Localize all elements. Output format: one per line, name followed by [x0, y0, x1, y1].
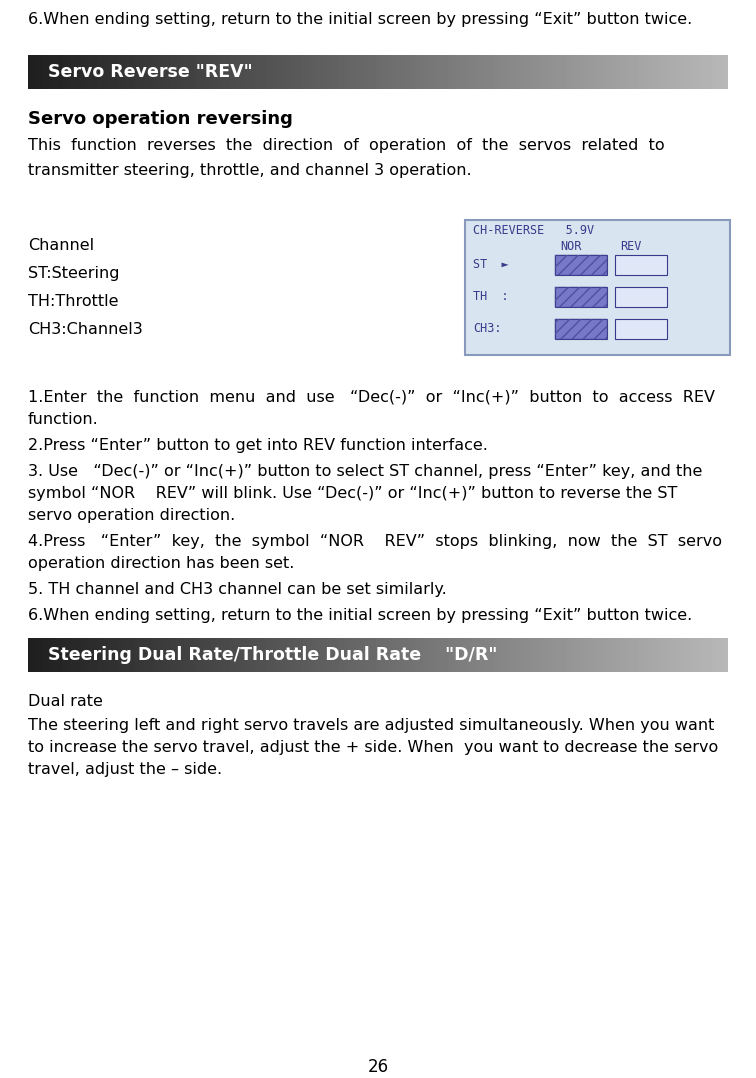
- Text: ST  ►: ST ►: [473, 259, 509, 272]
- Text: CH3:: CH3:: [473, 322, 501, 335]
- Text: The steering left and right servo travels are adjusted simultaneously. When you : The steering left and right servo travel…: [28, 718, 714, 733]
- Bar: [555, 255, 607, 275]
- Text: Servo Reverse "REV": Servo Reverse "REV": [36, 63, 253, 81]
- Bar: [555, 287, 607, 307]
- Text: 2.Press “Enter” button to get into REV function interface.: 2.Press “Enter” button to get into REV f…: [28, 438, 488, 453]
- Bar: [615, 287, 667, 307]
- Text: CH-REVERSE   5.9V: CH-REVERSE 5.9V: [473, 224, 594, 237]
- Text: 1.Enter  the  function  menu  and  use   “Dec(-)”  or  “Inc(+)”  button  to  acc: 1.Enter the function menu and use “Dec(-…: [28, 390, 715, 405]
- Text: Dual rate: Dual rate: [28, 694, 103, 709]
- Text: travel, adjust the – side.: travel, adjust the – side.: [28, 762, 222, 777]
- Text: 3. Use   “Dec(-)” or “Inc(+)” button to select ST channel, press “Enter” key, an: 3. Use “Dec(-)” or “Inc(+)” button to se…: [28, 464, 702, 479]
- Bar: [555, 319, 607, 338]
- Text: 26: 26: [367, 1058, 389, 1076]
- Text: 6.When ending setting, return to the initial screen by pressing “Exit” button tw: 6.When ending setting, return to the ini…: [28, 12, 692, 27]
- Bar: [615, 255, 667, 275]
- Text: 4.Press   “Enter”  key,  the  symbol  “NOR    REV”  stops  blinking,  now  the  : 4.Press “Enter” key, the symbol “NOR REV…: [28, 534, 722, 549]
- Text: symbol “NOR    REV” will blink. Use “Dec(-)” or “Inc(+)” button to reverse the S: symbol “NOR REV” will blink. Use “Dec(-)…: [28, 486, 677, 501]
- Text: NOR: NOR: [560, 240, 581, 253]
- Text: 6.When ending setting, return to the initial screen by pressing “Exit” button tw: 6.When ending setting, return to the ini…: [28, 608, 692, 623]
- Text: Channel: Channel: [28, 238, 94, 253]
- Bar: [615, 319, 667, 338]
- Text: to increase the servo travel, adjust the + side. When  you want to decrease the : to increase the servo travel, adjust the…: [28, 740, 718, 755]
- Text: operation direction has been set.: operation direction has been set.: [28, 556, 294, 571]
- Text: REV: REV: [620, 240, 641, 253]
- Text: servo operation direction.: servo operation direction.: [28, 508, 235, 523]
- Text: TH  :: TH :: [473, 290, 509, 304]
- Text: 5. TH channel and CH3 channel can be set similarly.: 5. TH channel and CH3 channel can be set…: [28, 582, 447, 597]
- Text: function.: function.: [28, 412, 99, 427]
- Text: Steering Dual Rate/Throttle Dual Rate    "D/R": Steering Dual Rate/Throttle Dual Rate "D…: [36, 646, 497, 664]
- Bar: [465, 220, 730, 355]
- Text: This  function  reverses  the  direction  of  operation  of  the  servos  relate: This function reverses the direction of …: [28, 138, 665, 153]
- Bar: [555, 319, 607, 338]
- Bar: [555, 287, 607, 307]
- Text: TH:Throttle: TH:Throttle: [28, 294, 119, 309]
- Bar: [555, 255, 607, 275]
- Text: ST:Steering: ST:Steering: [28, 266, 119, 281]
- Text: transmitter steering, throttle, and channel 3 operation.: transmitter steering, throttle, and chan…: [28, 163, 472, 178]
- Text: CH3:Channel3: CH3:Channel3: [28, 322, 143, 337]
- Text: Servo operation reversing: Servo operation reversing: [28, 110, 293, 128]
